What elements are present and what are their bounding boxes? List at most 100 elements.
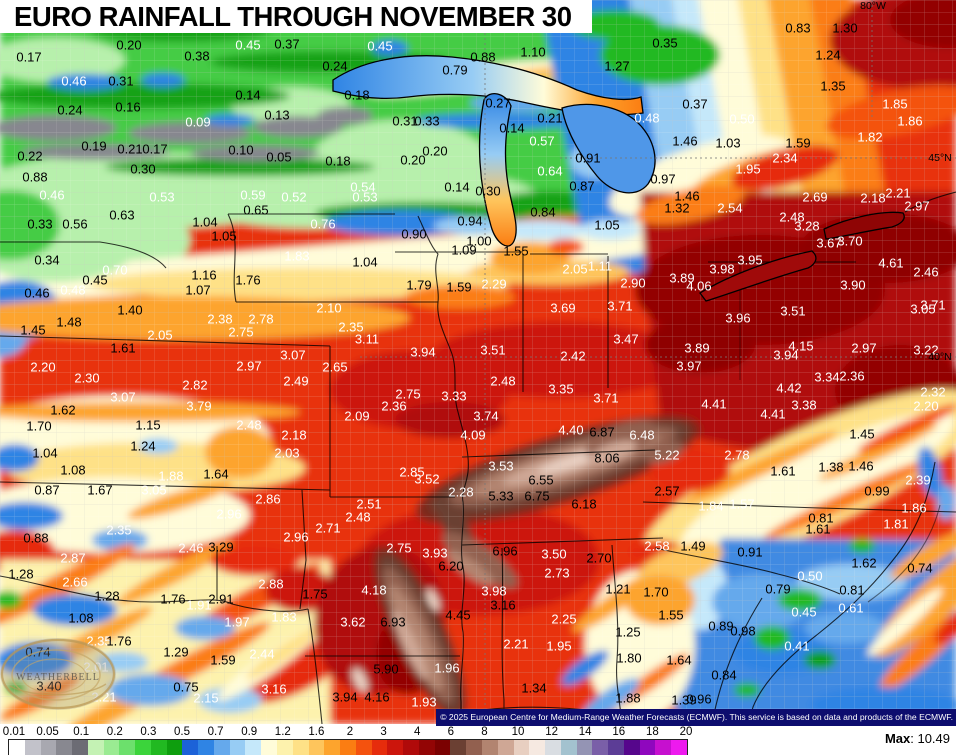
rain-value-label: 2.38 xyxy=(207,311,233,327)
rain-value-label: 0.33 xyxy=(414,113,440,129)
colorbar-tick: 0.1 xyxy=(73,726,90,738)
colorbar-segment xyxy=(119,740,136,755)
rain-value-label: 1.45 xyxy=(20,322,46,338)
rain-value-label: 0.21 xyxy=(117,141,143,157)
colorbar-segment xyxy=(40,740,57,755)
rain-value-label: 0.52 xyxy=(281,189,307,205)
colorbar-segment xyxy=(308,740,325,755)
colorbar-tick: 1.2 xyxy=(274,726,291,738)
rain-value-label: 1.45 xyxy=(849,426,875,442)
rain-value-label: 0.17 xyxy=(16,49,42,65)
rain-value-label: 1.59 xyxy=(785,135,811,151)
rain-value-label: 1.32 xyxy=(664,200,690,216)
rain-value-label: 3.22 xyxy=(913,342,939,358)
colorbar-segment xyxy=(560,740,577,755)
rain-value-label: 1.59 xyxy=(446,279,472,295)
rain-value-label: 3.96 xyxy=(725,310,751,326)
rain-value-label: 3.94 xyxy=(410,344,436,360)
rain-value-label: 6.48 xyxy=(629,427,655,443)
rain-value-label: 6.55 xyxy=(528,472,554,488)
colorbar-segment xyxy=(135,740,151,755)
rain-value-label: 0.59 xyxy=(240,187,266,203)
rain-value-label: 2.73 xyxy=(544,565,570,581)
rain-value-label: 0.94 xyxy=(457,213,483,229)
rain-value-label: 2.05 xyxy=(147,327,173,343)
rain-value-label: 2.75 xyxy=(228,324,254,340)
rain-value-label: 2.86 xyxy=(255,491,281,507)
rain-value-label: 3.89 xyxy=(684,340,710,356)
rain-value-label: 2.66 xyxy=(62,574,88,590)
colorbar-segment xyxy=(24,740,41,755)
rain-value-label: 3.51 xyxy=(780,303,806,319)
rain-value-label: 2.78 xyxy=(248,311,274,327)
rain-value-label: 0.10 xyxy=(228,142,254,158)
rain-value-label: 0.45 xyxy=(235,37,261,53)
rain-value-label: 3.07 xyxy=(110,389,136,405)
rain-value-label: 6.75 xyxy=(524,488,550,504)
rain-value-label: 2.35 xyxy=(86,633,112,649)
rain-value-label: 0.21 xyxy=(537,110,563,126)
rain-value-label: 4.18 xyxy=(361,582,387,598)
rain-value-label: 2.25 xyxy=(551,611,577,627)
rain-value-label: 0.46 xyxy=(61,73,87,89)
colorbar-tick: 12 xyxy=(545,726,558,738)
rain-value-label: 2.21 xyxy=(503,636,529,652)
rain-value-label: 3.93 xyxy=(422,545,448,561)
rain-value-label: 0.38 xyxy=(184,48,210,64)
rain-value-label: 3.38 xyxy=(791,397,817,413)
rain-value-label: 1.09 xyxy=(451,242,477,258)
colorbar-tick: 14 xyxy=(578,726,592,738)
rain-value-label: 3.98 xyxy=(481,583,507,599)
rain-value-label: 0.33 xyxy=(27,216,53,232)
rain-value-label: 0.17 xyxy=(142,141,168,157)
rain-value-label: 0.88 xyxy=(23,530,49,546)
rain-value-label: 6.18 xyxy=(571,496,597,512)
rain-value-label: 0.46 xyxy=(24,285,50,301)
colorbar-segment xyxy=(655,740,672,755)
rain-value-label: 1.30 xyxy=(832,20,858,36)
rain-value-label: 3.07 xyxy=(280,347,306,363)
rain-value-label: 5.22 xyxy=(654,447,680,463)
rain-value-label: 1.46 xyxy=(848,458,874,474)
rain-value-label: 2.71 xyxy=(315,520,341,536)
rain-value-label: 0.96 xyxy=(686,691,712,707)
colorbar-segment xyxy=(576,740,593,755)
rain-value-label: 2.44 xyxy=(249,646,275,662)
attribution-bar: © 2025 European Centre for Medium-Range … xyxy=(436,709,956,726)
rain-value-label: 1.55 xyxy=(503,243,529,259)
rain-value-label: 0.34 xyxy=(34,252,60,268)
colorbar-segment xyxy=(371,740,388,755)
colorbar-segment xyxy=(229,740,246,755)
rain-value-label: 2.21 xyxy=(91,689,117,705)
colorbar-segment xyxy=(513,740,530,755)
rain-value-label: 4.06 xyxy=(686,278,712,294)
rain-value-label: 1.46 xyxy=(672,133,698,149)
rain-value-label: 0.50 xyxy=(729,111,755,127)
rain-value-label: 0.75 xyxy=(173,679,199,695)
max-number: : 10.49 xyxy=(910,731,950,746)
rain-value-label: 0.45 xyxy=(367,38,393,54)
rain-value-label: 0.14 xyxy=(499,120,525,136)
rain-value-label: 2.82 xyxy=(182,377,208,393)
colorbar-tick: 0.5 xyxy=(174,726,190,738)
rain-value-label: 3.97 xyxy=(676,358,702,374)
colorbar-tick: 0.05 xyxy=(36,726,59,738)
rain-value-label: 0.64 xyxy=(537,163,563,179)
colorbar-segment xyxy=(355,740,372,755)
rain-value-label: 1.88 xyxy=(615,690,641,706)
page-title: EURO RAINFALL THROUGH NOVEMBER 30 xyxy=(0,0,592,33)
colorbar-tick: 0.7 xyxy=(207,726,224,738)
rain-value-label: 1.11 xyxy=(587,258,613,274)
rain-value-label: 6.93 xyxy=(380,614,406,630)
rain-value-label: 1.57 xyxy=(729,496,755,512)
colorbar-segment xyxy=(481,740,498,755)
colorbar-segment xyxy=(292,740,309,755)
rain-value-label: 1.91 xyxy=(186,597,212,613)
rain-value-label: 2.39 xyxy=(905,472,931,488)
colorbar-segment xyxy=(529,740,546,755)
rain-value-label: 0.30 xyxy=(130,161,156,177)
rain-value-label: 1.79 xyxy=(406,277,432,293)
rain-value-label: 0.90 xyxy=(401,226,427,242)
colorbar-segment xyxy=(608,740,624,755)
rain-value-label: 0.61 xyxy=(838,600,864,616)
